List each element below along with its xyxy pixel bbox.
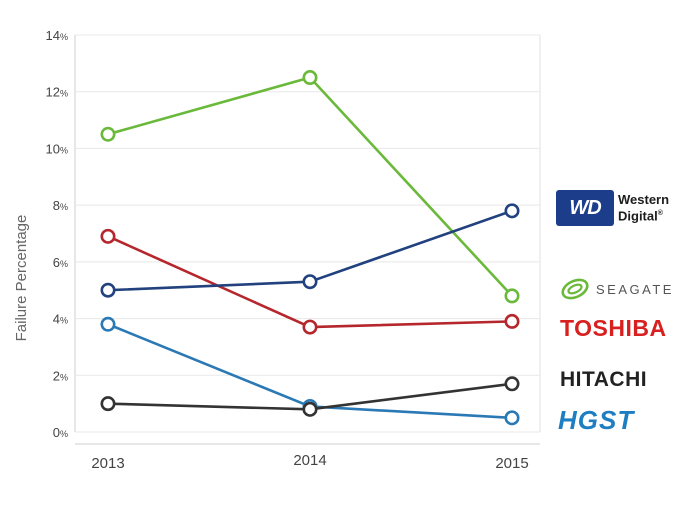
data-point: [302, 274, 318, 290]
wd-line1: Western: [618, 191, 670, 207]
y-tick-label: 8%: [53, 198, 68, 213]
data-point: [504, 203, 520, 219]
toshiba-logo: TOSHIBA: [560, 315, 667, 341]
data-point: [504, 376, 520, 392]
series-3: [100, 203, 520, 298]
y-tick-label: 4%: [53, 312, 68, 327]
y-axis-label: Failure Percentage: [13, 215, 30, 342]
y-tick-label: 12%: [46, 85, 68, 100]
wd-mark: WD: [556, 190, 614, 226]
data-point: [100, 316, 116, 332]
y-axis-ticks: 14% 12% 10% 8% 6% 4% 2% 0%: [46, 28, 68, 440]
wd-line2: Digital®: [618, 208, 663, 224]
data-point: [504, 410, 520, 426]
x-tick-label: 2014: [293, 452, 326, 469]
western-digital-logo: WD Western Digital®: [556, 190, 669, 226]
y-tick-label: 0%: [53, 425, 68, 440]
hitachi-logo: HITACHI: [560, 368, 648, 391]
data-point: [302, 401, 318, 417]
x-tick-label: 2015: [495, 455, 528, 472]
series-5: [100, 376, 520, 417]
grid-lines: [74, 34, 541, 445]
data-point: [100, 396, 116, 412]
data-point: [504, 288, 520, 304]
data-point: [100, 228, 116, 244]
wd-wordmark: Western Digital®: [618, 191, 670, 224]
x-tick-label: 2013: [91, 455, 124, 472]
hgst-logo: HGST: [558, 405, 635, 435]
series-lines: [100, 70, 520, 426]
series-1: [100, 70, 520, 304]
data-point: [302, 70, 318, 86]
y-tick-label: 6%: [53, 255, 68, 270]
y-tick-label: 2%: [53, 368, 68, 383]
series-2: [100, 228, 520, 335]
x-axis-ticks: 2013 2014 2015: [91, 452, 528, 472]
data-point: [504, 313, 520, 329]
y-tick-label: 10%: [46, 141, 68, 156]
seagate-logo: SEAGATE: [560, 278, 674, 300]
data-point: [100, 282, 116, 298]
data-point: [100, 126, 116, 142]
seagate-swirl-icon: [561, 278, 589, 300]
y-tick-label: 14%: [46, 28, 68, 43]
seagate-wordmark: SEAGATE: [596, 281, 674, 297]
data-point: [302, 319, 318, 335]
